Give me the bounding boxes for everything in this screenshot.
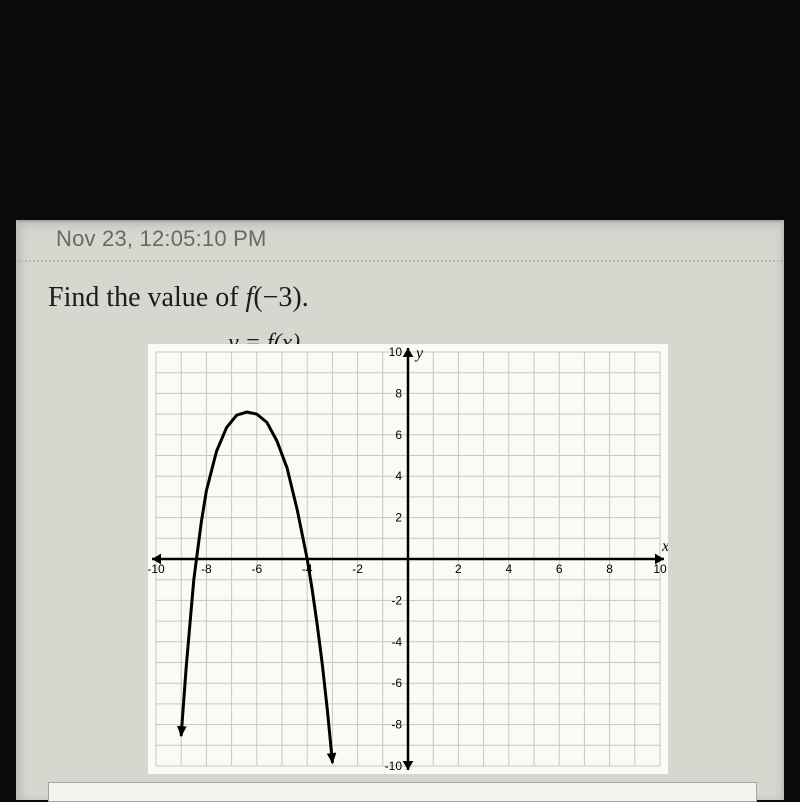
question-prompt: Find the value of f(−3). [48, 282, 757, 314]
svg-text:-8: -8 [391, 718, 402, 732]
svg-text:2: 2 [455, 562, 462, 576]
svg-text:-6: -6 [391, 676, 402, 690]
header-bar: Nov 23, 12:05:10 PM [18, 222, 782, 262]
svg-text:-8: -8 [201, 562, 212, 576]
answer-input[interactable] [48, 782, 757, 802]
svg-text:10: 10 [653, 562, 667, 576]
content-area: Find the value of f(−3). y = f(x) -10-8-… [48, 274, 757, 795]
svg-text:4: 4 [395, 469, 402, 483]
svg-text:-2: -2 [352, 562, 363, 576]
svg-text:x: x [661, 538, 668, 555]
function-graph: -10-8-6-4-2246810-10-8-6-4-2246810xy [148, 344, 668, 774]
worksheet-panel: Nov 23, 12:05:10 PM Find the value of f(… [16, 220, 784, 800]
svg-text:10: 10 [389, 345, 403, 359]
svg-text:-2: -2 [391, 593, 402, 607]
svg-text:4: 4 [505, 562, 512, 576]
timestamp: Nov 23, 12:05:10 PM [56, 226, 266, 252]
svg-text:y: y [414, 345, 424, 362]
svg-text:8: 8 [395, 386, 402, 400]
svg-text:-10: -10 [385, 759, 403, 773]
svg-text:2: 2 [395, 511, 402, 525]
graph-container: y = f(x) -10-8-6-4-2246810-10-8-6-4-2246… [148, 334, 668, 774]
svg-text:6: 6 [556, 562, 563, 576]
svg-text:-6: -6 [251, 562, 262, 576]
svg-text:-10: -10 [148, 562, 165, 576]
svg-text:8: 8 [606, 562, 613, 576]
prompt-suffix: . [302, 282, 309, 313]
prompt-arg: (−3) [253, 282, 301, 313]
svg-text:-4: -4 [391, 635, 402, 649]
prompt-prefix: Find the value of [48, 282, 246, 313]
svg-text:6: 6 [395, 428, 402, 442]
